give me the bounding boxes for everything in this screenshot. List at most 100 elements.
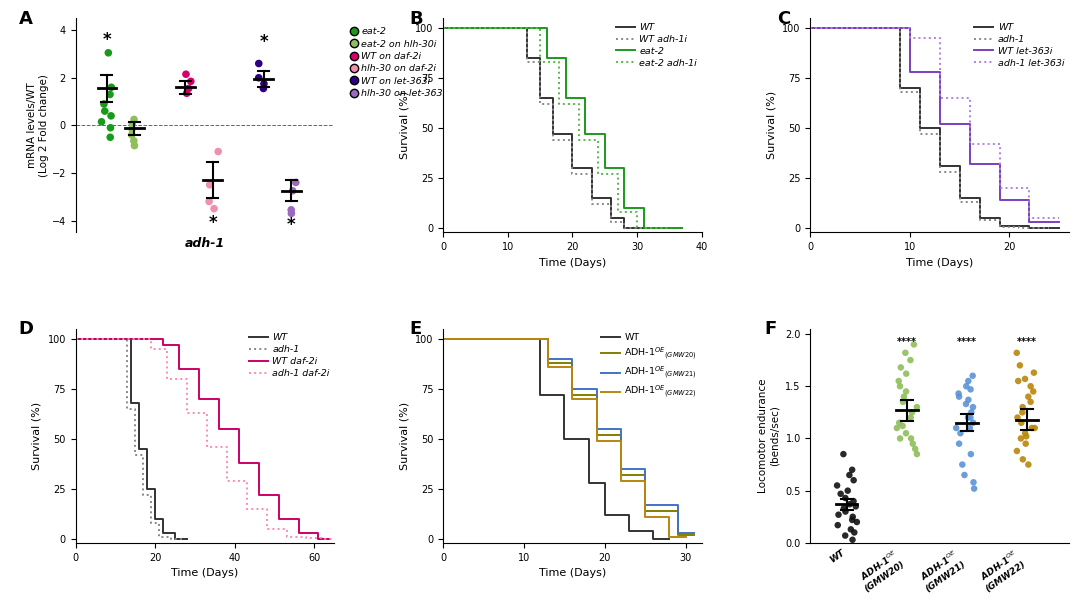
Point xyxy=(895,392,913,401)
Point xyxy=(177,70,194,79)
Point xyxy=(201,180,218,190)
Point xyxy=(897,387,915,396)
Point xyxy=(908,449,926,459)
Point xyxy=(847,501,864,511)
Text: B: B xyxy=(409,10,423,27)
Point xyxy=(180,84,198,93)
Text: ****: **** xyxy=(957,337,977,346)
Point xyxy=(891,381,908,391)
Point xyxy=(1025,368,1042,378)
Point xyxy=(125,141,143,151)
Point xyxy=(284,186,301,196)
Point xyxy=(1023,423,1040,433)
Text: C: C xyxy=(777,10,791,27)
Point xyxy=(1025,387,1042,396)
Point xyxy=(287,178,305,187)
Point xyxy=(957,399,974,409)
Point xyxy=(891,418,908,428)
X-axis label: Time (Days): Time (Days) xyxy=(539,568,606,578)
Point xyxy=(960,395,977,404)
Point xyxy=(837,531,854,540)
Point xyxy=(828,481,846,490)
Point xyxy=(902,413,919,423)
Text: ****: **** xyxy=(1017,337,1037,346)
Text: *: * xyxy=(259,33,268,51)
Point xyxy=(902,355,919,365)
Point xyxy=(1014,407,1031,417)
Point xyxy=(897,428,915,438)
Point xyxy=(283,209,300,218)
Point xyxy=(845,497,862,506)
Point xyxy=(905,340,922,350)
Point xyxy=(896,348,914,357)
Point xyxy=(1008,348,1025,357)
Y-axis label: mRNA levels/WT
(Log 2 Fold change): mRNA levels/WT (Log 2 Fold change) xyxy=(27,74,49,177)
Point xyxy=(954,460,971,470)
Point xyxy=(125,115,143,124)
Point xyxy=(103,111,120,121)
X-axis label: adh-1: adh-1 xyxy=(185,237,225,249)
Y-axis label: Survival (%): Survival (%) xyxy=(400,92,409,159)
Point xyxy=(951,428,969,438)
Point xyxy=(125,136,143,146)
Point xyxy=(1009,413,1026,423)
Text: *: * xyxy=(208,214,217,232)
Point xyxy=(964,402,982,412)
Point xyxy=(205,204,222,213)
Point xyxy=(848,517,865,527)
Point xyxy=(964,371,982,381)
Text: F: F xyxy=(764,320,777,338)
Point xyxy=(123,120,140,129)
Point xyxy=(906,444,923,454)
Point xyxy=(1011,361,1028,370)
Point xyxy=(947,423,964,433)
Y-axis label: Locomotor endurance
(bends/sec): Locomotor endurance (bends/sec) xyxy=(758,379,780,493)
Point xyxy=(102,132,119,142)
Legend: WT, adh-1, WT daf-2i, adh-1 daf-2i: WT, adh-1, WT daf-2i, adh-1 daf-2i xyxy=(248,334,329,378)
Point xyxy=(1016,428,1034,438)
Point xyxy=(829,510,847,520)
Point xyxy=(837,493,854,503)
Point xyxy=(845,475,862,485)
Point xyxy=(123,124,140,134)
Legend: WT, WT adh-1i, eat-2, eat-2 adh-1i: WT, WT adh-1i, eat-2, eat-2 adh-1i xyxy=(616,23,697,68)
Point xyxy=(894,397,912,407)
Point xyxy=(964,418,982,428)
Point xyxy=(843,535,861,545)
Point xyxy=(888,423,905,433)
Point xyxy=(1020,460,1037,470)
Point xyxy=(1022,381,1039,391)
Point xyxy=(845,512,862,522)
Point xyxy=(903,407,920,417)
X-axis label: Time (Days): Time (Days) xyxy=(906,257,973,268)
X-axis label: Time (Days): Time (Days) xyxy=(539,257,606,268)
Point xyxy=(962,407,980,417)
Point xyxy=(832,489,849,499)
Legend: WT, adh-1, WT let-363i, adh-1 let-363i: WT, adh-1, WT let-363i, adh-1 let-363i xyxy=(974,23,1065,68)
Point xyxy=(908,402,926,412)
Point xyxy=(837,507,854,517)
Point xyxy=(103,82,120,92)
Point xyxy=(1026,423,1043,433)
Text: *: * xyxy=(287,217,296,234)
Point xyxy=(1020,392,1037,401)
Point xyxy=(1013,418,1030,428)
Point xyxy=(961,423,978,433)
Point xyxy=(903,434,920,443)
Point xyxy=(251,73,268,83)
Point xyxy=(1017,431,1035,441)
Point xyxy=(956,470,973,480)
Point xyxy=(966,484,983,493)
Point xyxy=(96,106,113,116)
Text: *: * xyxy=(103,30,111,49)
Point xyxy=(891,434,908,443)
Point xyxy=(1014,402,1031,412)
Point xyxy=(960,376,977,386)
Point xyxy=(1022,397,1039,407)
Point xyxy=(835,449,852,459)
Point xyxy=(1009,446,1026,456)
Point xyxy=(894,421,912,431)
Point xyxy=(1012,434,1029,443)
X-axis label: Time (Days): Time (Days) xyxy=(172,568,239,578)
Point xyxy=(904,439,921,448)
